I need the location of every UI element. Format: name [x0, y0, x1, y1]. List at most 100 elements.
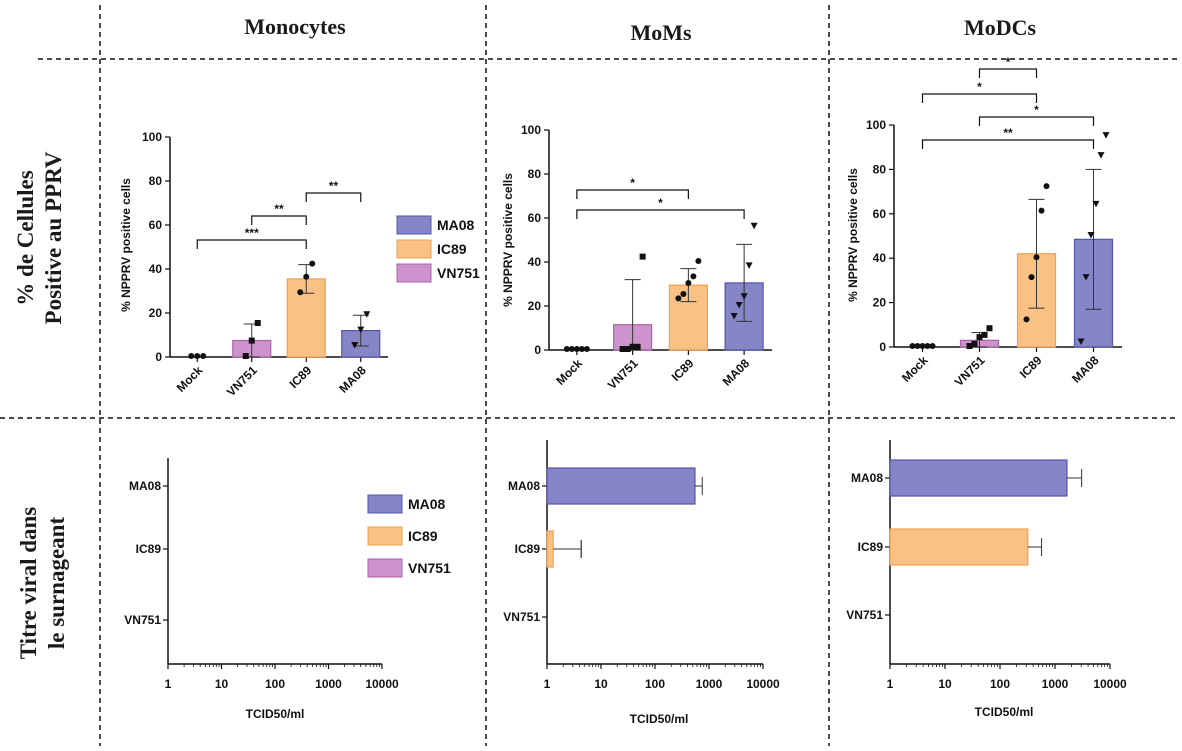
data-point	[981, 331, 988, 338]
significance-label: *	[630, 176, 635, 190]
legend-bottom: MA08 IC89 VN751	[367, 494, 451, 578]
x-tick-label: IC89	[669, 356, 697, 384]
data-point	[1023, 316, 1030, 323]
x-tick-label: 1000	[696, 677, 723, 691]
x-tick-label: IC89	[1017, 353, 1045, 381]
data-point	[242, 353, 249, 359]
data-point	[685, 280, 692, 286]
column-title: MoMs	[630, 20, 692, 45]
y-tick-label: 20	[528, 299, 542, 313]
bar	[546, 467, 696, 505]
data-point	[740, 293, 748, 300]
x-tick-label: VN751	[224, 363, 260, 399]
x-tick-label: MA08	[336, 363, 369, 396]
legend-swatch	[367, 494, 403, 514]
data-point	[735, 302, 743, 309]
significance-label: **	[329, 179, 339, 193]
legend-label: IC89	[408, 528, 438, 544]
data-point	[1087, 232, 1095, 239]
y-tick-label: 100	[142, 130, 162, 144]
legend-label: MA08	[437, 217, 475, 233]
significance-bracket	[251, 215, 307, 225]
significance-bracket	[978, 116, 1095, 126]
data-point	[971, 340, 978, 347]
x-tick-label: Mock	[553, 356, 585, 388]
data-point	[297, 289, 304, 296]
y-tick-label: 80	[528, 167, 542, 181]
significance-label: **	[274, 202, 284, 216]
y-tick-label: 0	[155, 350, 162, 364]
x-tick-label: 10	[938, 677, 952, 691]
data-point	[1028, 274, 1035, 281]
x-tick-label: IC89	[287, 363, 315, 391]
data-point	[188, 353, 195, 359]
data-point	[351, 342, 359, 349]
y-tick-label: IC89	[136, 542, 162, 556]
y-tick-label: VN751	[503, 610, 540, 624]
legend-label: MA08	[408, 496, 446, 512]
x-axis-label: TCID50/ml	[975, 705, 1034, 719]
y-tick-label: 80	[149, 174, 163, 188]
y-tick-label: 40	[873, 251, 887, 265]
data-point	[568, 346, 575, 352]
significance-label: **	[1003, 126, 1013, 140]
data-point	[578, 346, 585, 352]
data-point	[1097, 152, 1105, 159]
x-tick-label: Mock	[899, 353, 931, 385]
data-point	[563, 346, 570, 352]
x-tick-label: VN751	[952, 353, 988, 389]
data-point	[1077, 338, 1085, 346]
x-tick-label: 10	[594, 677, 608, 691]
data-point	[966, 343, 973, 349]
data-point	[629, 343, 636, 350]
data-point	[200, 353, 207, 359]
x-tick-label: VN751	[605, 356, 641, 392]
data-point	[619, 346, 626, 352]
x-tick-label: Mock	[174, 363, 206, 395]
data-point	[1092, 200, 1100, 208]
x-tick-label: 10000	[1093, 677, 1127, 691]
data-point	[194, 353, 201, 359]
data-point	[1038, 207, 1045, 214]
data-point	[730, 313, 738, 320]
data-point	[750, 222, 758, 230]
x-tick-label: 1000	[315, 677, 342, 691]
x-tick-label: 100	[645, 677, 665, 691]
y-axis-label: % NPPRV positive cells	[119, 178, 133, 312]
data-point	[639, 253, 646, 260]
data-point	[1033, 254, 1040, 261]
y-tick-label: MA08	[508, 479, 540, 493]
x-tick-label: 10	[215, 677, 229, 691]
y-tick-label: 40	[149, 262, 163, 276]
x-tick-label: 1	[544, 677, 551, 691]
data-point	[976, 334, 983, 341]
svg-text:Positive au PPRV: Positive au PPRV	[41, 151, 66, 324]
data-point	[745, 262, 753, 269]
significance-bracket	[576, 209, 745, 219]
data-point	[309, 260, 316, 267]
y-tick-label: VN751	[846, 608, 883, 622]
legend-label: VN751	[437, 265, 480, 281]
y-tick-label: 100	[521, 123, 541, 137]
data-point	[675, 295, 682, 302]
y-tick-label: 20	[149, 306, 163, 320]
column-title: MoDCs	[964, 15, 1037, 40]
data-point	[695, 258, 702, 264]
significance-bracket	[576, 189, 689, 199]
x-tick-label: MA08	[720, 356, 753, 389]
svg-text:Titre viral dans: Titre viral dans	[16, 507, 41, 660]
y-tick-label: VN751	[124, 613, 161, 627]
x-tick-label: MA08	[1069, 353, 1102, 386]
y-tick-label: 0	[879, 340, 886, 354]
row-title: % de Cellules Positive au PPRV	[13, 151, 66, 324]
data-point	[929, 343, 936, 349]
y-tick-label: 80	[873, 162, 887, 176]
significance-bracket	[921, 139, 1095, 149]
x-tick-label: 1	[165, 677, 172, 691]
data-point	[357, 326, 365, 334]
y-tick-label: 60	[149, 218, 163, 232]
data-point	[919, 343, 926, 349]
x-axis-label: TCID50/ml	[246, 707, 305, 721]
